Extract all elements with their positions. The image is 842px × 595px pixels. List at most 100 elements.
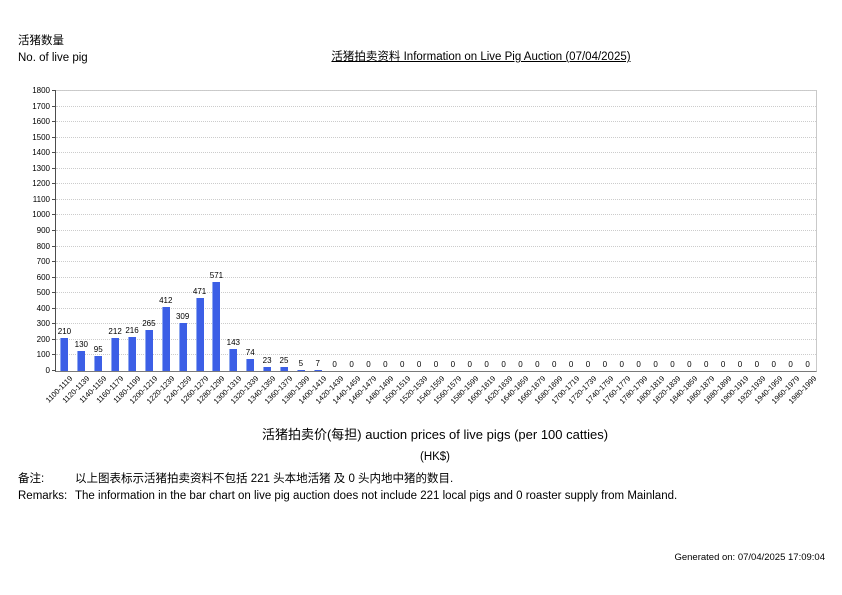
bar-1200-1219 bbox=[144, 330, 153, 371]
y-tick-label-1800: 1800 bbox=[32, 86, 50, 95]
y-tick-label-600: 600 bbox=[36, 272, 50, 282]
bar-value-label-1520-1539: 0 bbox=[416, 360, 422, 369]
bar-1220-1239 bbox=[161, 307, 170, 371]
y-tick-mark bbox=[52, 370, 56, 371]
y-tick-label-1700: 1700 bbox=[32, 101, 50, 111]
gridline-900 bbox=[56, 230, 816, 231]
y-axis-caption: 活猪数量 No. of live pig bbox=[18, 33, 88, 67]
bar-value-label-1840-1859: 0 bbox=[687, 360, 692, 369]
bar-value-label-1900-1919: 0 bbox=[737, 360, 743, 369]
x-axis-unit: (HK$) bbox=[419, 451, 451, 463]
bar-value-label-1340-1359: 23 bbox=[262, 356, 272, 365]
y-tick-mark bbox=[52, 307, 56, 309]
y-tick-mark bbox=[52, 354, 56, 356]
y-tick-mark bbox=[52, 230, 56, 231]
bar-value-label-1240-1259: 309 bbox=[175, 312, 190, 321]
bar-value-label-1720-1739: 0 bbox=[585, 360, 591, 369]
bar-chart-plot-area: 0 100 200 300 400 500 600 700 800 900 1000 1100 1200… bbox=[32, 86, 818, 406]
bar-value-label-1620-1639: 0 bbox=[501, 360, 506, 369]
gridline-1500 bbox=[56, 136, 816, 138]
remark-zh-label: 备注: bbox=[18, 473, 45, 485]
y-tick-label-1500: 1500 bbox=[32, 132, 50, 142]
bar-1100-1119 bbox=[60, 338, 69, 371]
bar-value-label-1260-1279: 471 bbox=[192, 287, 207, 296]
y-tick-mark bbox=[52, 105, 56, 107]
bar-value-label-1580-1599: 0 bbox=[467, 360, 472, 369]
y-tick-mark bbox=[52, 121, 56, 123]
y-tick-label-1000: 1000 bbox=[32, 210, 50, 220]
y-tick-mark bbox=[52, 214, 56, 216]
bar-value-label-1700-1719: 0 bbox=[568, 360, 574, 369]
bar-value-label-1140-1159: 95 bbox=[93, 345, 103, 354]
bar-1260-1279 bbox=[195, 298, 204, 371]
bar-1180-1199 bbox=[128, 337, 136, 371]
bar-1140-1159 bbox=[94, 356, 103, 371]
bar-value-label-1680-1699: 0 bbox=[551, 360, 557, 369]
bar-value-label-1500-1519: 0 bbox=[399, 360, 405, 369]
bar-value-label-1880-1899: 0 bbox=[720, 360, 726, 369]
y-tick-label-900: 900 bbox=[36, 226, 50, 235]
bar-1320-1339 bbox=[246, 359, 255, 371]
y-tick-label-400: 400 bbox=[36, 303, 50, 313]
bar-value-label-1380-1399: 5 bbox=[298, 359, 304, 368]
y-tick-mark bbox=[52, 136, 56, 138]
generated-on-timestamp: Generated on: 07/04/2025 17:09:04 bbox=[674, 552, 825, 563]
bar-1160-1179 bbox=[111, 338, 120, 371]
bar-value-label-1180-1199: 216 bbox=[125, 326, 139, 335]
bar-value-label-1820-1839: 0 bbox=[670, 360, 675, 369]
y-tick-mark bbox=[52, 198, 56, 200]
bar-value-label-1320-1339: 74 bbox=[245, 348, 255, 357]
bar-1380-1399 bbox=[296, 370, 305, 371]
y-tick-mark bbox=[52, 261, 56, 263]
remark-en-label: Remarks: bbox=[18, 490, 68, 502]
bar-value-label-1160-1179: 212 bbox=[108, 327, 122, 336]
y-tick-mark bbox=[52, 90, 56, 91]
bar-1120-1139 bbox=[77, 351, 86, 371]
chart-title-wrap: 活猪拍卖资料 Information on Live Pig Auction (… bbox=[120, 47, 842, 65]
y-tick-label-200: 200 bbox=[36, 334, 50, 344]
bar-1360-1379 bbox=[280, 367, 288, 371]
gridline-1700 bbox=[56, 105, 816, 107]
y-tick-label-1200: 1200 bbox=[32, 179, 50, 189]
y-tick-label-0: 0 bbox=[45, 366, 50, 375]
bar-value-label-1780-1799: 0 bbox=[636, 360, 641, 369]
bar-value-label-1920-1939: 0 bbox=[754, 360, 760, 369]
bar-value-label-1600-1619: 0 bbox=[484, 360, 489, 369]
gridline-800 bbox=[56, 245, 816, 247]
y-tick-label-1100: 1100 bbox=[32, 194, 50, 204]
chart-title: 活猪拍卖资料 Information on Live Pig Auction (… bbox=[331, 51, 631, 63]
gridline-1400 bbox=[56, 152, 816, 154]
y-tick-label-800: 800 bbox=[36, 241, 50, 251]
y-tick-mark bbox=[52, 245, 56, 247]
gridline-1300 bbox=[56, 167, 816, 169]
bar-value-label-1200-1219: 265 bbox=[142, 319, 156, 328]
gridline-1000 bbox=[56, 214, 816, 216]
gridline-1800 bbox=[56, 90, 816, 91]
bar-value-label-1800-1819: 0 bbox=[653, 360, 658, 369]
bar-value-label-1460-1479: 0 bbox=[366, 360, 371, 369]
bar-value-label-1100-1119: 210 bbox=[57, 327, 72, 336]
bar-value-label-1300-1319: 143 bbox=[226, 338, 241, 347]
y-tick-label-700: 700 bbox=[36, 257, 50, 267]
remark-zh: 备注: 以上图表标示活猪拍卖资料不包括 221 头本地活猪 及 0 头内地中猪的数… bbox=[18, 471, 677, 488]
bar-value-label-1220-1239: 412 bbox=[159, 296, 173, 305]
bar-value-label-1400-1419: 7 bbox=[315, 359, 320, 368]
bar-1400-1419 bbox=[313, 370, 322, 371]
gridline-1100 bbox=[56, 198, 816, 200]
bar-value-label-1640-1659: 0 bbox=[518, 360, 523, 369]
gridline-400 bbox=[56, 307, 816, 309]
gridline-200 bbox=[56, 338, 816, 340]
y-tick-mark bbox=[52, 183, 56, 185]
bar-value-label-1940-1959: 0 bbox=[771, 360, 776, 369]
gridline-1200 bbox=[56, 183, 816, 185]
y-tick-mark bbox=[52, 276, 56, 278]
y-tick-label-1400: 1400 bbox=[32, 148, 50, 158]
gridline-500 bbox=[56, 292, 816, 294]
bar-value-label-1540-1559: 0 bbox=[433, 360, 439, 369]
gridline-100 bbox=[56, 354, 816, 356]
bar-value-label-1420-1439: 0 bbox=[332, 360, 337, 369]
bar-value-label-1660-1679: 0 bbox=[535, 360, 540, 369]
y-tick-mark bbox=[52, 167, 56, 169]
y-axis-caption-zh: 活猪数量 bbox=[18, 35, 64, 47]
